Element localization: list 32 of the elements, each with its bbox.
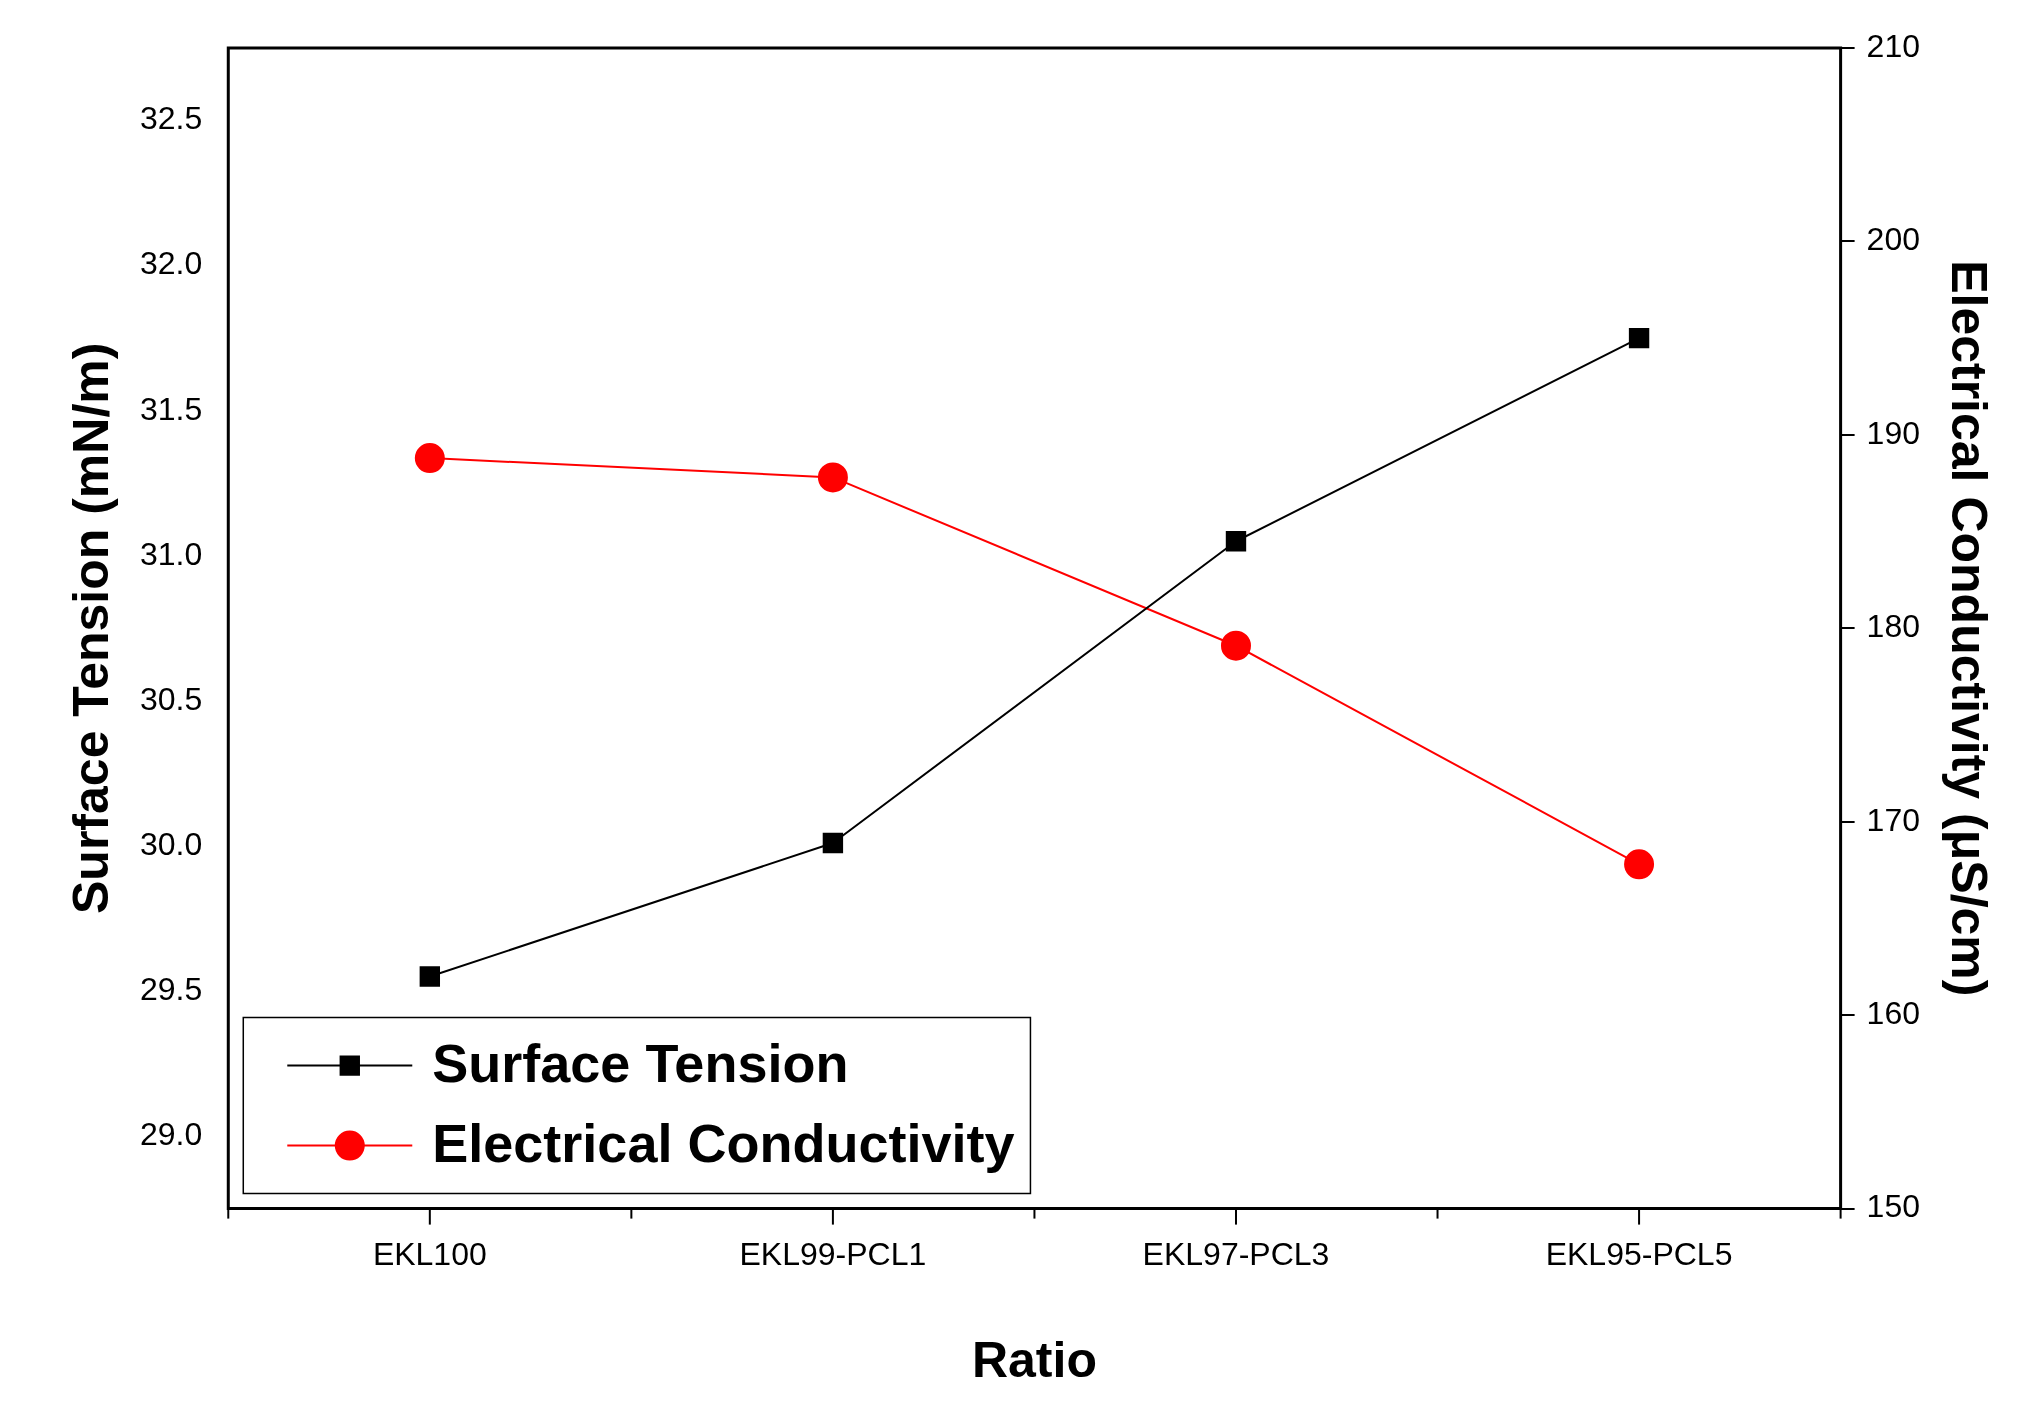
point bbox=[817, 462, 848, 493]
x-tick-label: EKL95-PCL5 bbox=[1545, 1235, 1733, 1272]
point bbox=[419, 966, 441, 987]
y2-axis-title: Electrical Conductivity (μS/cm) bbox=[1941, 260, 1998, 997]
y-tick-label: 29.5 bbox=[140, 970, 203, 1007]
y2-tick-label: 190 bbox=[1866, 414, 1920, 451]
point bbox=[1628, 327, 1650, 349]
legend-label: Surface Tension bbox=[432, 1033, 849, 1094]
y-tick-label: 29.0 bbox=[140, 1115, 203, 1152]
y-tick-label: 30.5 bbox=[140, 680, 203, 717]
x-tick-label: EKL99-PCL1 bbox=[739, 1235, 927, 1272]
y2-tick-label: 160 bbox=[1866, 994, 1920, 1031]
point bbox=[1624, 849, 1655, 880]
x-tick-label: EKL97-PCL3 bbox=[1142, 1235, 1330, 1272]
point bbox=[1220, 630, 1251, 661]
x-axis-title: Ratio bbox=[971, 1331, 1097, 1388]
y-axis-title: Surface Tension (mN/m) bbox=[62, 342, 119, 914]
y2-tick-label: 200 bbox=[1866, 221, 1920, 258]
y-tick-label: 30.0 bbox=[140, 825, 203, 862]
x-tick-label: EKL100 bbox=[372, 1235, 487, 1272]
y-tick-label: 32.0 bbox=[140, 245, 203, 282]
point bbox=[822, 832, 844, 854]
y2-tick-label: 210 bbox=[1866, 27, 1920, 64]
y2-tick-label: 150 bbox=[1866, 1188, 1920, 1225]
y-tick-label: 31.0 bbox=[140, 535, 203, 572]
y-tick-label: 31.5 bbox=[140, 390, 203, 427]
y2-tick-label: 170 bbox=[1866, 801, 1920, 838]
y2-tick-label: 180 bbox=[1866, 608, 1920, 645]
point bbox=[1225, 531, 1247, 552]
legend-label: Electrical Conductivity bbox=[432, 1113, 1015, 1174]
y-tick-label: 32.5 bbox=[140, 100, 203, 137]
point bbox=[414, 443, 445, 474]
